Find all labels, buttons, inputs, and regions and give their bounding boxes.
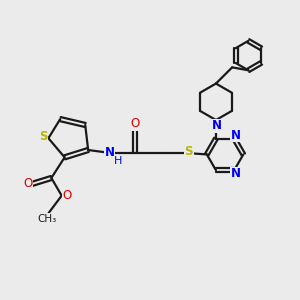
Text: O: O bbox=[131, 117, 140, 130]
Text: N: N bbox=[231, 129, 241, 142]
Text: O: O bbox=[23, 177, 32, 190]
Text: S: S bbox=[184, 145, 193, 158]
Text: N: N bbox=[231, 167, 241, 180]
Text: CH₃: CH₃ bbox=[37, 214, 57, 224]
Text: N: N bbox=[105, 146, 115, 159]
Text: S: S bbox=[39, 130, 47, 143]
Text: O: O bbox=[62, 189, 72, 202]
Text: N: N bbox=[212, 119, 221, 132]
Text: H: H bbox=[114, 156, 123, 166]
